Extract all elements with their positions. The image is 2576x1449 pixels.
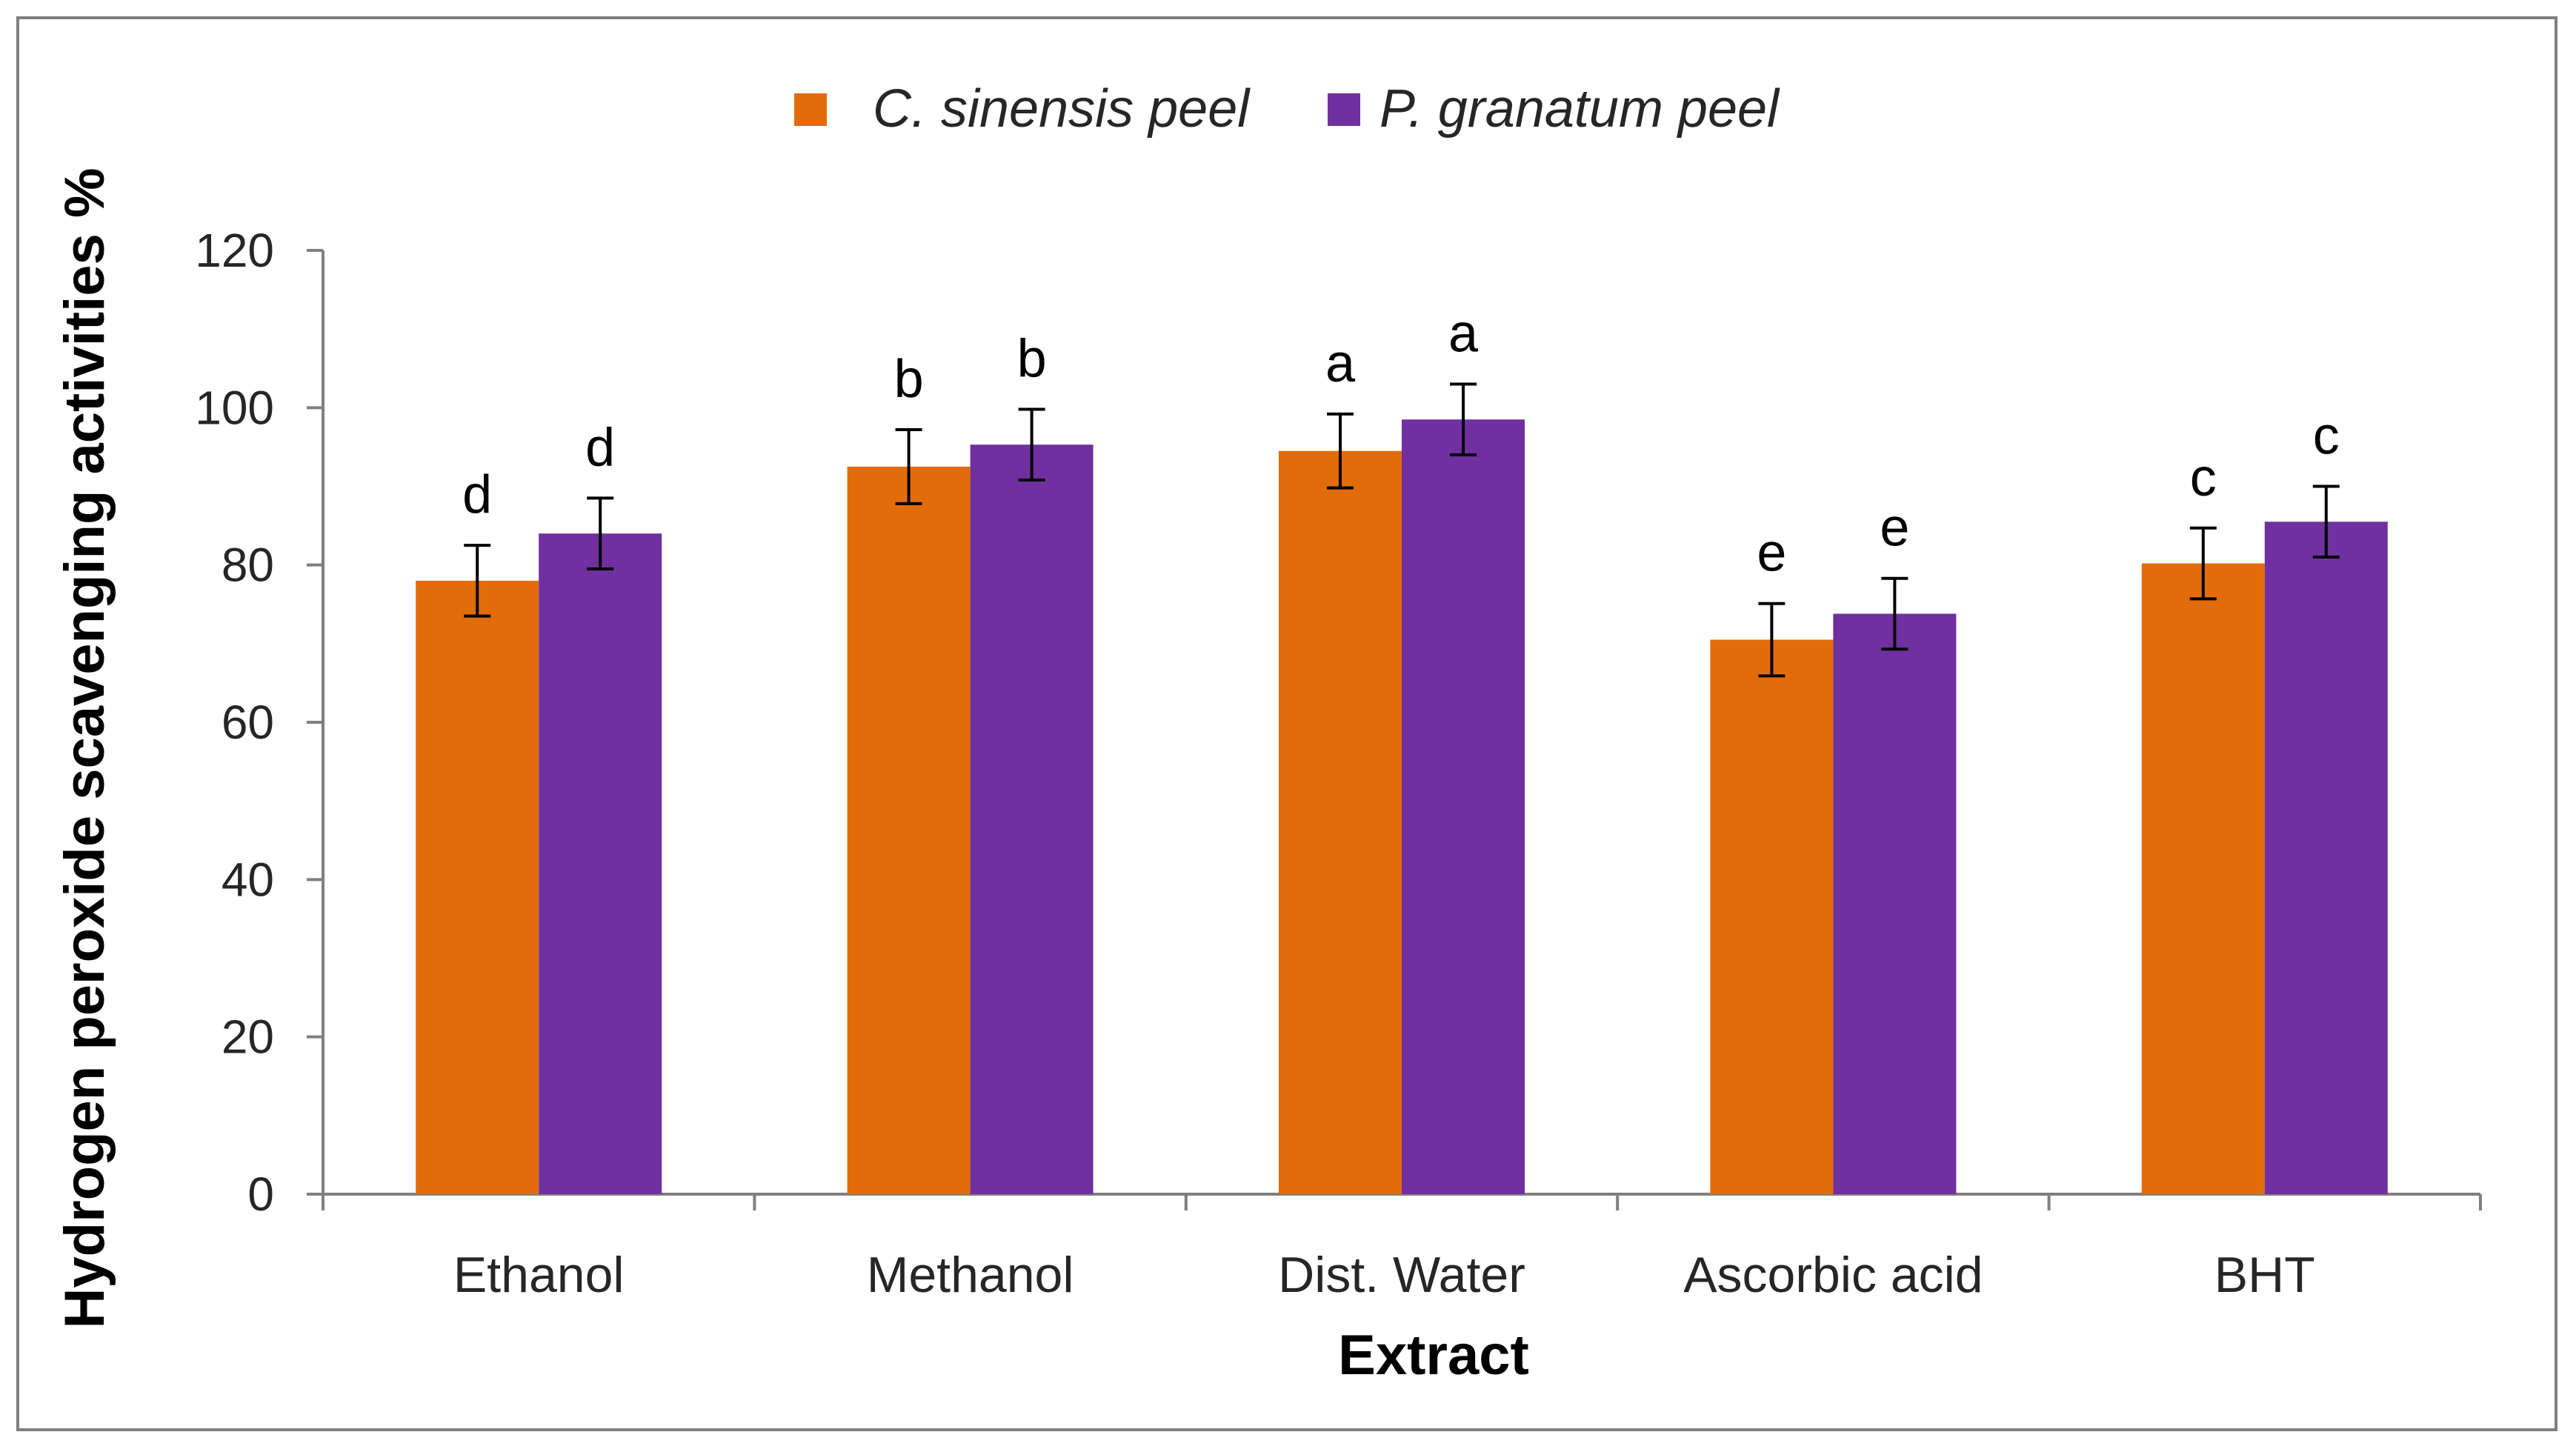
bar: [1402, 419, 1525, 1195]
y-tick-label: 60: [222, 696, 274, 749]
significance-letter: b: [1017, 329, 1047, 388]
significance-letter: e: [1757, 524, 1786, 583]
y-tick-label: 100: [195, 381, 274, 434]
x-axis: Ethanol Methanol Dist. Water Ascorbic acid B…: [322, 1193, 2482, 1303]
x-tick-label: BHT: [2214, 1247, 2315, 1303]
bar: [970, 444, 1094, 1194]
bar: [539, 533, 662, 1194]
legend-swatch-c-sinensis: [794, 93, 827, 126]
y-tick-label: 20: [222, 1010, 274, 1064]
significance-letter: d: [462, 465, 492, 524]
legend: C. sinensis peel P. granatum peel: [794, 79, 1780, 139]
bar: [416, 580, 539, 1194]
significance-letter: c: [2313, 407, 2340, 466]
bar: [1279, 450, 1402, 1194]
x-tick-label: Ethanol: [453, 1247, 625, 1303]
legend-label-c-sinensis: C. sinensis peel: [873, 79, 1251, 139]
bar: [1833, 613, 1957, 1194]
legend-swatch-p-granatum: [1328, 93, 1360, 126]
x-axis-title: Extract: [1338, 1324, 1529, 1387]
legend-label-p-granatum: P. granatum peel: [1379, 79, 1780, 139]
y-tick-label: 0: [247, 1167, 274, 1221]
significance-letter: c: [2190, 448, 2217, 507]
y-tick-label: 40: [222, 853, 274, 906]
significance-labels: d b a e c d b a e c: [462, 304, 2340, 582]
y-axis-title: Hydrogen peroxide scavenging activities …: [53, 168, 116, 1329]
significance-letter: a: [1325, 334, 1356, 393]
bar: [847, 466, 971, 1194]
error-bars: [464, 382, 2340, 678]
y-tick-label: 120: [195, 224, 274, 277]
y-tick-label: 80: [222, 539, 274, 592]
x-tick-label: Methanol: [867, 1247, 1074, 1303]
y-axis: 0 20 40 60 80 100 120: [195, 224, 325, 1221]
significance-letter: a: [1448, 304, 1479, 363]
significance-letter: e: [1880, 499, 1909, 558]
x-tick-label: Ascorbic acid: [1683, 1247, 1983, 1303]
significance-letter: b: [894, 350, 924, 409]
bar: [2141, 563, 2265, 1194]
bar: [1710, 639, 1834, 1194]
x-tick-label: Dist. Water: [1278, 1247, 1525, 1303]
significance-letter: d: [585, 418, 615, 477]
bars: [416, 419, 2388, 1195]
bar: [2264, 522, 2388, 1194]
